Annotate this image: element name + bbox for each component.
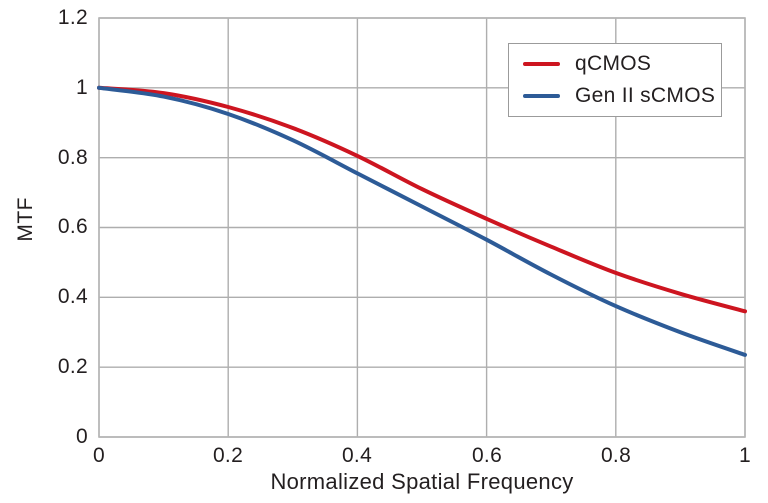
qcmos-curve xyxy=(97,85,747,314)
y-tick-label: 1.2 xyxy=(57,6,88,29)
x-tick-label: 1 xyxy=(739,444,751,467)
y-axis-title: MTF xyxy=(14,197,37,242)
x-axis-title: Normalized Spatial Frequency xyxy=(270,469,574,494)
legend: qCMOS Gen II sCMOS xyxy=(508,43,722,117)
x-tick-label: 0.2 xyxy=(212,444,244,467)
x-tick-label: 0 xyxy=(93,444,105,467)
y-tick-label: 0.8 xyxy=(57,146,88,169)
y-tick-label: 0.2 xyxy=(57,355,88,378)
y-tick-label: 0.4 xyxy=(57,285,88,308)
x-tick-label: 0.4 xyxy=(341,444,373,467)
legend-label: Gen II sCMOS xyxy=(575,84,716,107)
plot-frame xyxy=(98,17,746,438)
legend-label: qCMOS xyxy=(575,52,652,75)
gen2-scmos-line-swatch xyxy=(523,94,560,98)
x-tick-label: 0.6 xyxy=(471,444,503,467)
y-tick-label: 1 xyxy=(76,76,88,99)
x-tick-label: 0.8 xyxy=(600,444,632,467)
y-tick-label: 0.6 xyxy=(57,215,88,238)
gen2-scmos-curve xyxy=(97,85,747,357)
legend-item-gen2-scmos: Gen II sCMOS xyxy=(509,84,721,108)
legend-item-qcmos: qCMOS xyxy=(509,52,721,76)
y-tick-label: 0 xyxy=(76,425,88,448)
qcmos-line-swatch xyxy=(523,62,560,66)
